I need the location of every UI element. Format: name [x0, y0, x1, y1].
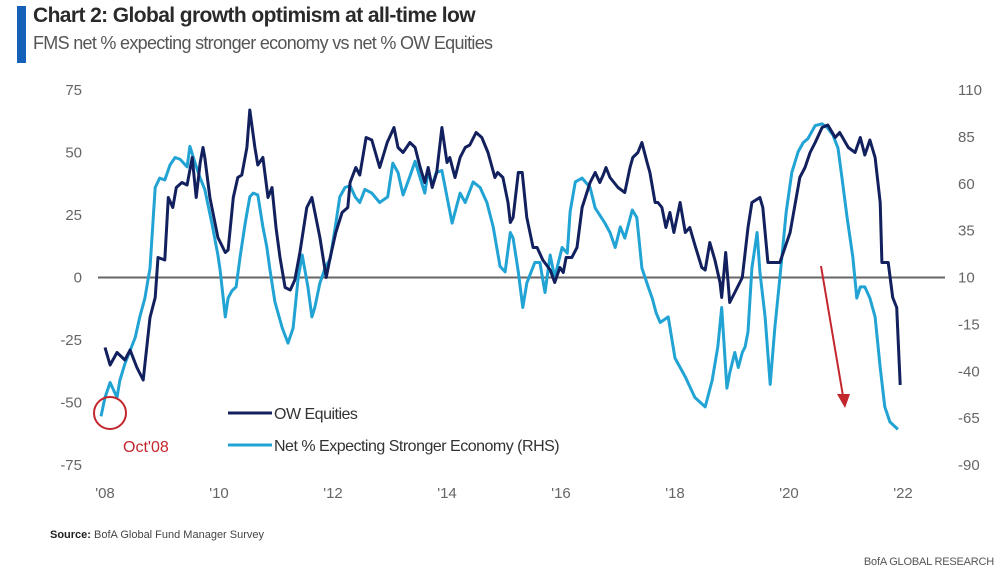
brand-label: BofA GLOBAL RESEARCH [863, 556, 994, 568]
left-axis-tick-label: -50 [60, 395, 82, 412]
chart-subtitle: FMS net % expecting stronger economy vs … [33, 33, 493, 53]
red-arrow-head-icon [837, 394, 850, 408]
x-axis-tick-label: '08 [95, 485, 115, 502]
right-axis-tick-label: 60 [958, 176, 975, 193]
left-axis-tick-label: -25 [60, 332, 82, 349]
left-axis-tick-label: 25 [65, 207, 82, 224]
legend-label-ow-equities: OW Equities [274, 406, 358, 423]
x-axis-tick-label: '22 [893, 485, 913, 502]
right-axis-tick-label: -90 [958, 457, 980, 474]
source-text: BofA Global Fund Manager Survey [94, 529, 265, 541]
oct08-circle-annotation [93, 396, 127, 430]
oct08-label: Oct'08 [123, 439, 169, 456]
left-axis-tick-label: 50 [65, 145, 82, 162]
source-label: Source: [50, 529, 91, 541]
right-axis-tick-label: 35 [958, 223, 975, 240]
left-axis-tick-label: 0 [74, 270, 82, 287]
right-axis-tick-label: -65 [958, 410, 980, 427]
x-axis-tick-label: '10 [209, 485, 229, 502]
x-axis-tick-label: '16 [551, 485, 571, 502]
chart-title: Chart 2: Global growth optimism at all-t… [33, 4, 476, 27]
title-accent-bar [17, 6, 26, 63]
ow-equities-line [103, 108, 902, 386]
red-arrow-annotation [820, 265, 844, 397]
right-axis-tick-label: -40 [958, 363, 980, 380]
legend-label-stronger-economy: Net % Expecting Stronger Economy (RHS) [274, 438, 559, 455]
right-axis-tick-label: -15 [958, 316, 980, 333]
legend: OW Equities Net % Expecting Stronger Eco… [228, 406, 560, 455]
left-axis-tick-label: 75 [65, 82, 82, 99]
x-axis-tick-label: '12 [323, 485, 343, 502]
right-axis-tick-label: 10 [958, 270, 975, 287]
stronger-economy-line [99, 122, 899, 431]
right-axis-tick-label: 85 [958, 129, 975, 146]
x-axis-tick-label: '18 [665, 485, 685, 502]
source-note: Source: BofA Global Fund Manager Survey [50, 529, 264, 541]
right-axis-tick-label: 110 [958, 82, 982, 99]
x-axis-tick-label: '20 [779, 485, 799, 502]
left-axis-tick-label: -75 [60, 457, 82, 474]
x-axis-tick-label: '14 [437, 485, 457, 502]
